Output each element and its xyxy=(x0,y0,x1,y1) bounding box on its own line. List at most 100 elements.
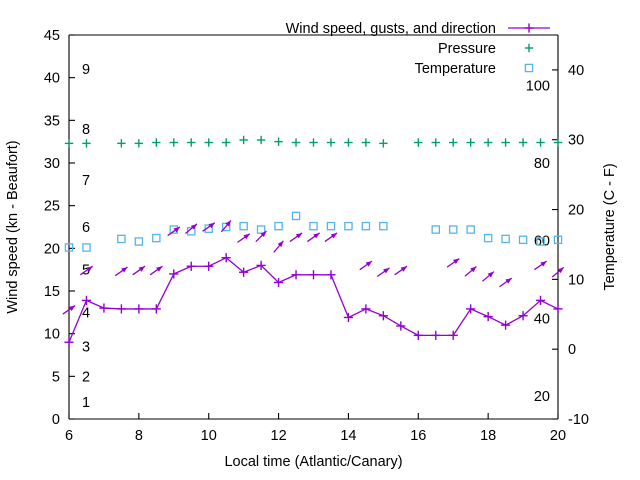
x-tick-label: 14 xyxy=(340,428,356,444)
gust-arrow-head xyxy=(400,266,407,272)
temperature-marker xyxy=(518,235,528,245)
legend-label: Temperature xyxy=(415,61,496,77)
gust-arrow-head xyxy=(86,266,93,272)
legend-label: Pressure xyxy=(438,41,496,57)
gust-arrow-head xyxy=(365,261,373,267)
gust-arrow-head xyxy=(243,233,250,240)
axis-titles: Local time (Atlantic/Canary) Wind speed (… xyxy=(5,140,618,470)
temperature-marker xyxy=(448,225,458,234)
y-tick-labels: 0 5 10 15 20 25 30 35 40 45 xyxy=(44,28,75,428)
gust-direction-series xyxy=(62,219,565,315)
fahrenheit-label: 100 xyxy=(526,78,550,94)
x-tick-label: 18 xyxy=(480,428,496,444)
y-axis-title: Wind speed (kn - Beaufort) xyxy=(5,140,21,313)
temperature-marker xyxy=(431,225,440,234)
fahrenheit-label: 60 xyxy=(534,233,550,249)
gust-arrow-head xyxy=(557,267,564,274)
y2-tick-label: 40 xyxy=(568,63,584,79)
y-tick-label: 30 xyxy=(44,156,60,172)
y2-tick-label: 10 xyxy=(568,272,584,288)
y2-tick-label: 20 xyxy=(568,203,584,219)
temperature-marker xyxy=(501,234,510,244)
y2-tick-label: 0 xyxy=(568,342,576,358)
axes-group xyxy=(68,34,559,420)
x-tick-label: 16 xyxy=(410,428,426,444)
x-tick-label: 6 xyxy=(65,428,73,444)
fahrenheit-label: 40 xyxy=(534,311,550,327)
temperature-marker xyxy=(553,235,563,245)
y-tick-label: 5 xyxy=(52,369,60,385)
gust-arrow-head xyxy=(277,240,284,248)
y-tick-label: 25 xyxy=(44,199,60,215)
legend-marker-square xyxy=(524,63,534,73)
x-tick-label: 20 xyxy=(550,428,566,444)
gust-arrow-head xyxy=(383,267,390,274)
beaufort-label: 7 xyxy=(82,173,90,189)
y2-axis-title: Temperature (C - F) xyxy=(602,163,618,290)
gust-arrow-head xyxy=(156,266,163,272)
beaufort-label: 2 xyxy=(82,369,90,385)
fahrenheit-label: 80 xyxy=(534,156,550,172)
gust-arrow-head xyxy=(540,261,547,267)
temperature-marker xyxy=(256,225,266,234)
temperature-marker xyxy=(466,225,475,234)
y2-tick-label: 30 xyxy=(568,133,584,149)
y-tick-label: 45 xyxy=(44,28,60,44)
x-tick-label: 12 xyxy=(271,428,287,444)
temperature-marker xyxy=(117,234,126,244)
temperature-marker xyxy=(82,243,91,252)
beaufort-label: 1 xyxy=(82,395,90,411)
gust-arrow-head xyxy=(505,278,512,284)
y-tick-label: 35 xyxy=(44,113,60,129)
x-axis-title: Local time (Atlantic/Canary) xyxy=(224,454,402,470)
gust-arrow-head xyxy=(330,232,338,239)
temperature-marker xyxy=(309,221,318,231)
pressure-series xyxy=(64,135,563,148)
temperature-marker xyxy=(344,221,353,231)
gust-arrow-head xyxy=(295,232,303,239)
temperature-marker xyxy=(291,211,301,221)
y-tick-label: 0 xyxy=(52,412,60,428)
temperature-marker xyxy=(536,237,545,246)
gust-arrow-head xyxy=(260,231,267,238)
legend: Wind speed, gusts, and direction Pressure… xyxy=(286,21,550,77)
y2-tick-label: -10 xyxy=(568,412,589,428)
gust-arrow-head xyxy=(470,266,477,273)
temperature-marker xyxy=(64,243,74,252)
temperature-marker xyxy=(134,237,144,246)
fahrenheit-label: 20 xyxy=(534,389,550,405)
gust-arrow-head xyxy=(453,258,460,265)
gust-arrow-head xyxy=(138,266,145,272)
temperature-marker xyxy=(361,221,371,231)
temperature-marker xyxy=(379,221,388,231)
beaufort-label: 3 xyxy=(82,339,90,355)
beaufort-label: 6 xyxy=(82,220,90,236)
gust-arrow-head xyxy=(313,232,320,239)
temperature-marker xyxy=(326,221,336,231)
gust-arrow-head xyxy=(173,226,180,233)
temperature-marker xyxy=(239,221,248,231)
x-tick-label: 8 xyxy=(135,428,143,444)
y-tick-label: 10 xyxy=(44,327,60,343)
y-tick-label: 20 xyxy=(44,241,60,257)
gust-arrow-head xyxy=(208,222,215,229)
y-tick-label: 15 xyxy=(44,284,60,300)
temperature-marker xyxy=(204,224,213,233)
beaufort-label: 8 xyxy=(82,122,90,138)
y-tick-label: 40 xyxy=(44,71,60,87)
y2-tick-labels: -10 0 10 20 30 40 xyxy=(552,63,589,428)
gust-arrow-head xyxy=(121,267,128,273)
gust-arrow-head xyxy=(68,305,76,311)
temperature-marker xyxy=(152,233,161,243)
x-tick-labels: 6 8 10 12 14 16 18 20 xyxy=(65,413,566,444)
x-tick-label: 10 xyxy=(201,428,217,444)
beaufort-label: 4 xyxy=(82,305,90,321)
gust-arrow-head xyxy=(487,271,494,278)
gust-arrow-head xyxy=(225,220,231,227)
wind-speed-series xyxy=(64,253,563,347)
temperature-marker xyxy=(483,233,493,243)
legend-label: Wind speed, gusts, and direction xyxy=(286,21,496,37)
